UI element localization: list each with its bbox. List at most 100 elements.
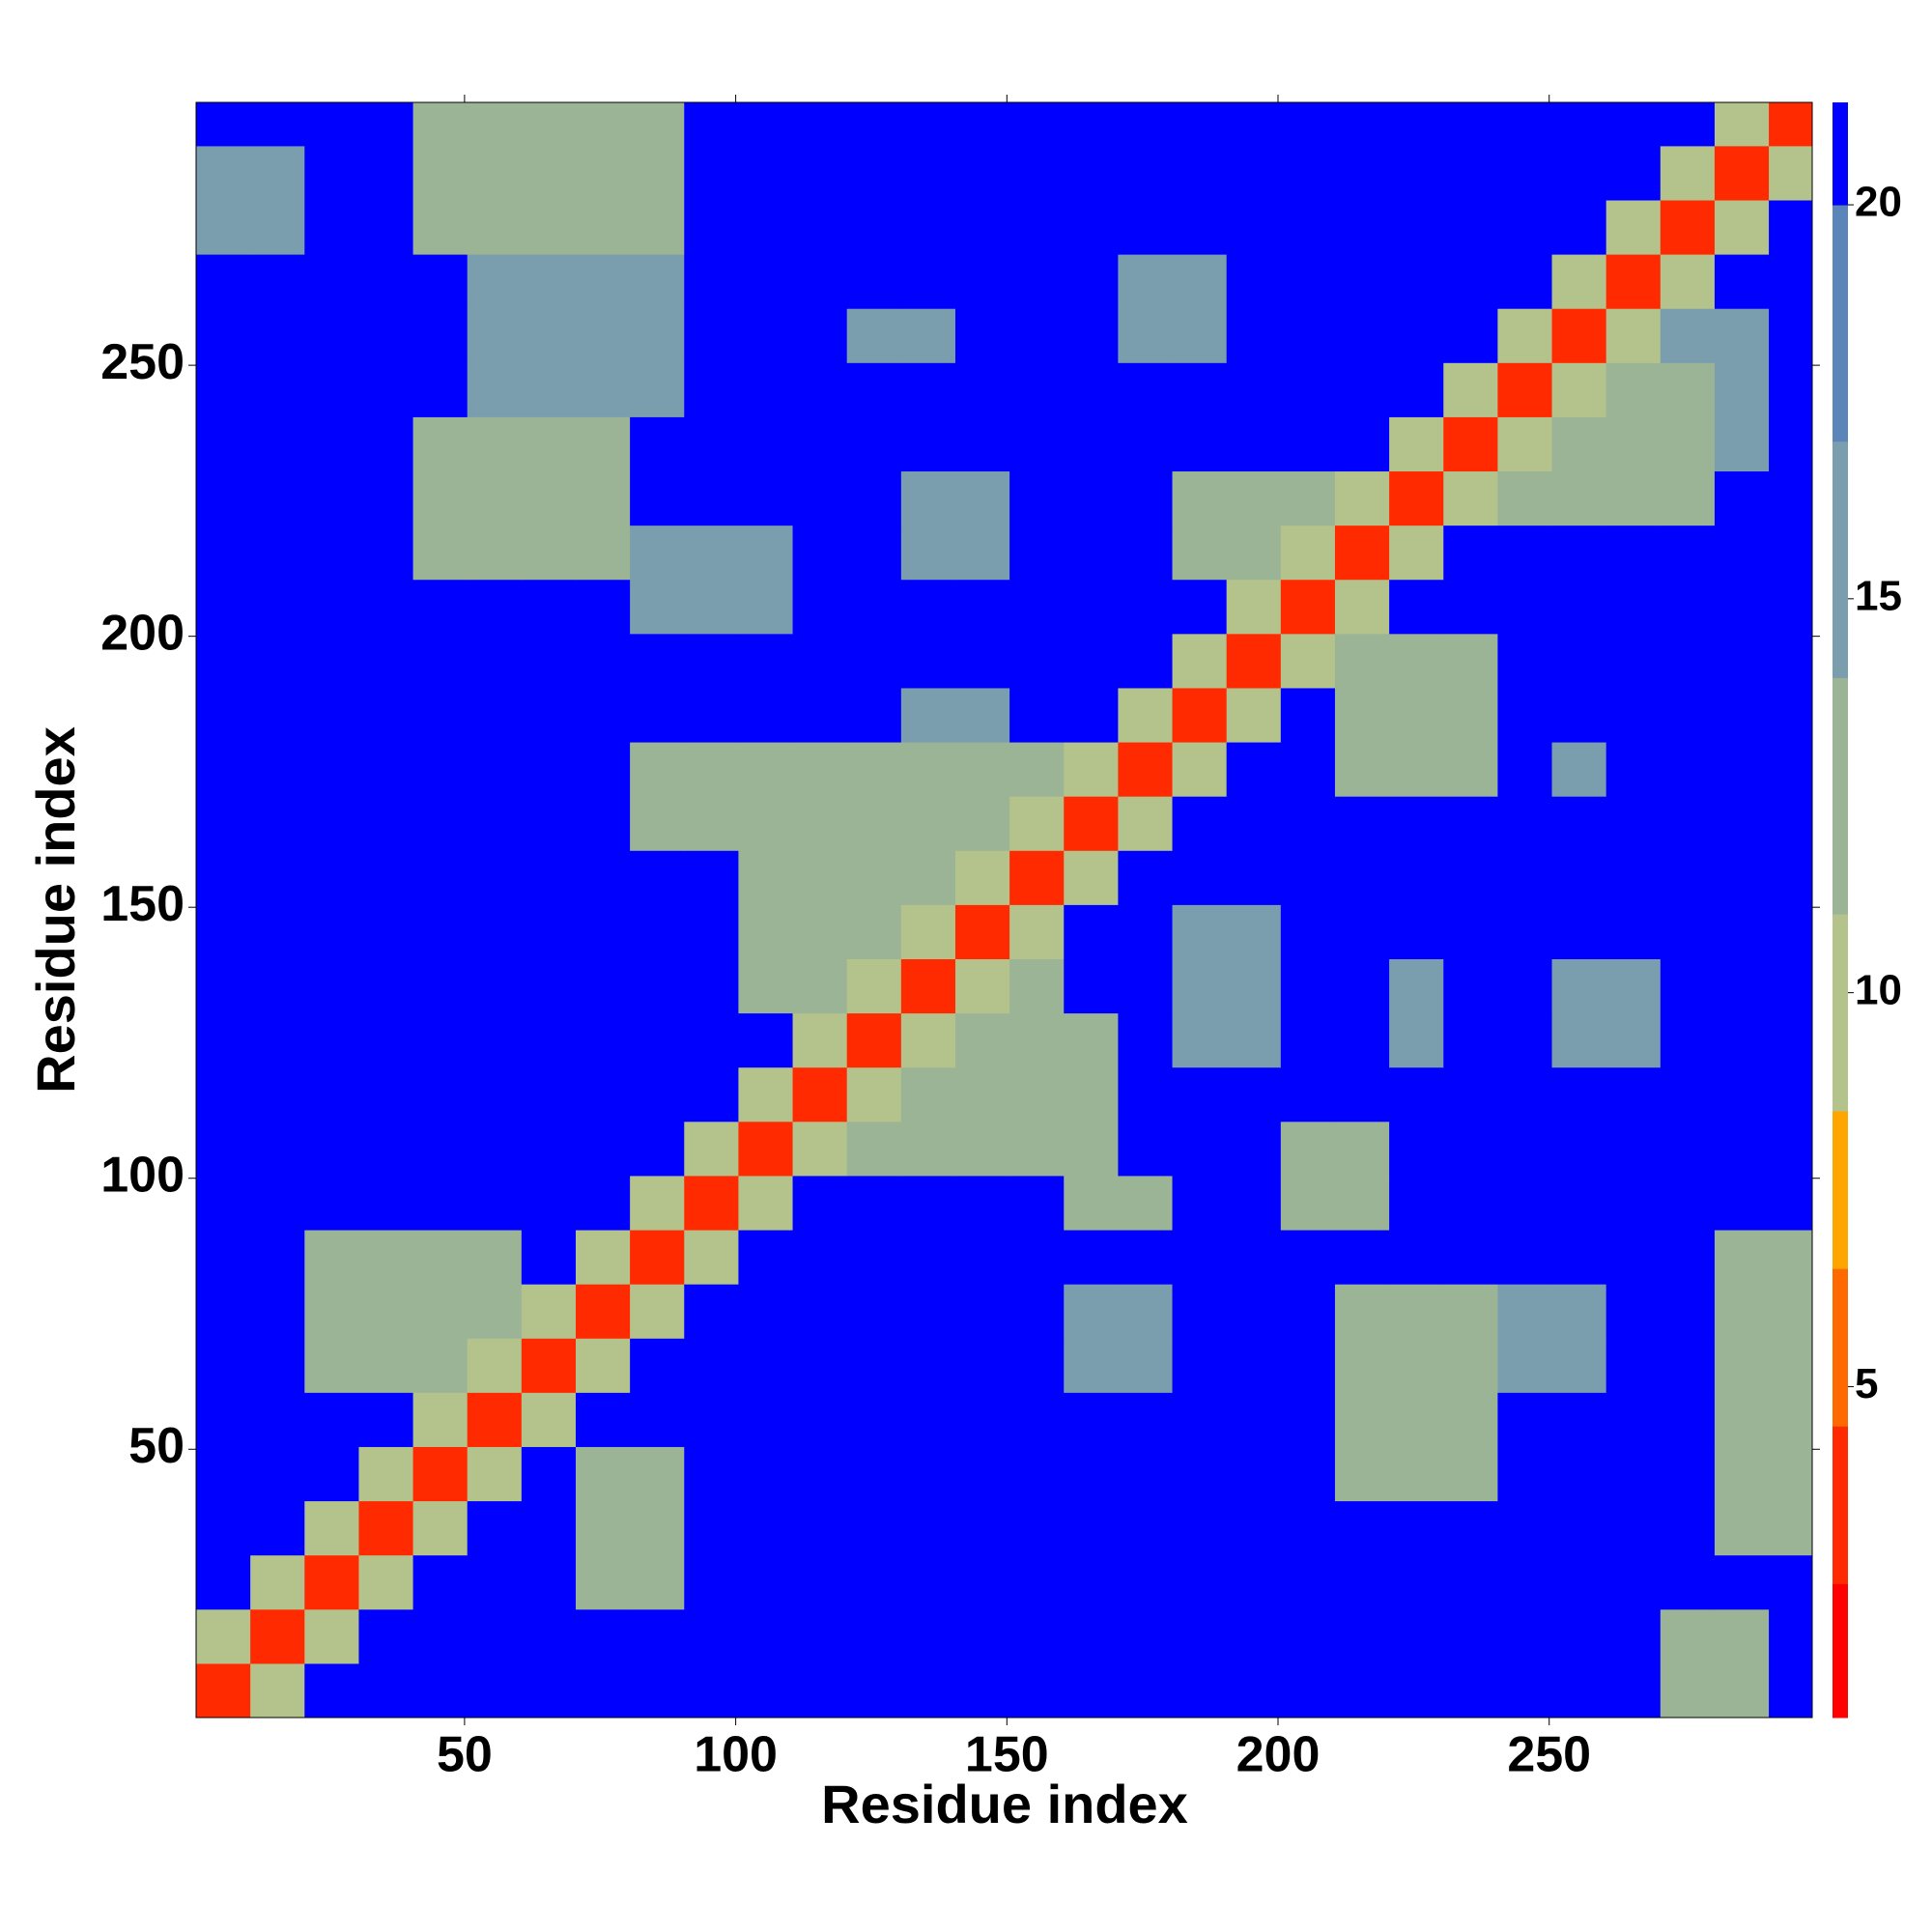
heatmap-cell: [630, 1012, 685, 1068]
heatmap-cell: [1443, 1608, 1498, 1664]
heatmap-cell: [1497, 579, 1553, 635]
heatmap-cell: [250, 633, 305, 689]
heatmap-cell: [1389, 1392, 1444, 1447]
heatmap-cell: [467, 362, 523, 417]
heatmap-cell: [304, 1554, 359, 1610]
heatmap-cell: [1009, 1500, 1065, 1556]
heatmap-cell: [575, 850, 631, 905]
heatmap-cell: [1443, 796, 1498, 851]
heatmap-cell: [575, 308, 631, 363]
x-axis-label: Residue index: [821, 1774, 1188, 1834]
heatmap-cell: [738, 1392, 794, 1447]
colorbar-band: [1833, 1110, 1848, 1269]
heatmap-cell: [900, 1012, 956, 1068]
heatmap-cell: [1226, 416, 1282, 472]
heatmap-cell: [792, 362, 848, 417]
heatmap-cell: [521, 687, 577, 743]
heatmap-cell: [575, 145, 631, 201]
heatmap-cell: [1064, 525, 1119, 581]
heatmap-cell: [1172, 1066, 1228, 1122]
heatmap-cell: [1334, 687, 1390, 743]
heatmap-cell: [792, 850, 848, 905]
heatmap-cell: [467, 1121, 523, 1177]
heatmap-cell: [196, 470, 251, 526]
heatmap-cell: [1551, 1012, 1607, 1068]
heatmap-cell: [1497, 742, 1553, 797]
heatmap-cell: [954, 687, 1010, 743]
heatmap-cell: [250, 102, 305, 147]
heatmap-cell: [846, 633, 902, 689]
heatmap-cell: [738, 1500, 794, 1556]
heatmap-cell: [1226, 145, 1282, 201]
heatmap-cell: [1714, 308, 1770, 363]
heatmap-cell: [1605, 1662, 1662, 1719]
heatmap-cell: [1280, 1230, 1336, 1285]
heatmap-cell: [1443, 308, 1498, 363]
heatmap-cell: [467, 525, 523, 581]
heatmap-cell: [792, 1554, 848, 1610]
heatmap-cell: [1769, 687, 1813, 743]
heatmap-cell: [1443, 1066, 1498, 1122]
heatmap-cell: [1497, 796, 1553, 851]
heatmap-cell: [954, 796, 1010, 851]
heatmap-cell: [196, 1446, 251, 1502]
heatmap-cell: [1497, 904, 1553, 959]
heatmap-cell: [196, 362, 251, 417]
heatmap-cell: [1605, 525, 1662, 581]
heatmap-cell: [304, 1338, 359, 1393]
heatmap-cell: [900, 579, 956, 635]
heatmap-cell: [1334, 254, 1390, 309]
heatmap-cell: [467, 1175, 523, 1231]
heatmap-cell: [304, 416, 359, 472]
heatmap-cell: [1605, 1446, 1662, 1502]
heatmap-cell: [1064, 1012, 1119, 1068]
heatmap-cell: [630, 416, 685, 472]
heatmap-cell: [358, 362, 414, 417]
heatmap-cell: [1769, 579, 1813, 635]
heatmap-cell: [1443, 1662, 1498, 1719]
heatmap-cell: [467, 1554, 523, 1610]
heatmap-cell: [1443, 1284, 1498, 1339]
heatmap-cell: [1497, 1284, 1553, 1339]
heatmap-cell: [1714, 254, 1770, 309]
heatmap-cell: [1769, 1662, 1813, 1719]
heatmap-cell: [1769, 145, 1813, 201]
heatmap-cell: [521, 1338, 577, 1393]
heatmap-cell: [1389, 1338, 1444, 1393]
heatmap-cell: [1551, 1338, 1607, 1393]
heatmap-cell: [1118, 1500, 1174, 1556]
heatmap-cell: [304, 1175, 359, 1231]
heatmap-cell: [1064, 579, 1119, 635]
heatmap-cell: [250, 904, 305, 959]
heatmap-cell: [1118, 1338, 1174, 1393]
heatmap-cell: [1660, 416, 1716, 472]
heatmap-cell: [1226, 742, 1282, 797]
colorbar-band: [1833, 440, 1848, 678]
heatmap-cell: [630, 579, 685, 635]
heatmap-cell: [412, 1338, 469, 1393]
heatmap-cell: [1443, 470, 1498, 526]
heatmap-cell: [1226, 1012, 1282, 1068]
heatmap-cell: [1226, 1284, 1282, 1339]
heatmap-cell: [630, 362, 685, 417]
heatmap-cell: [1064, 1121, 1119, 1177]
heatmap-cell: [521, 525, 577, 581]
heatmap-cell: [467, 850, 523, 905]
y-tick-label: 50: [128, 1418, 185, 1474]
heatmap-cell: [900, 308, 956, 363]
heatmap-cell: [1118, 1012, 1174, 1068]
heatmap-cell: [1118, 470, 1174, 526]
heatmap-cell: [1226, 1446, 1282, 1502]
heatmap-cell: [1714, 1066, 1770, 1122]
heatmap-cell: [738, 416, 794, 472]
heatmap-cell: [1226, 308, 1282, 363]
heatmap-cell: [1118, 796, 1174, 851]
heatmap-cell: [1769, 1392, 1813, 1447]
heatmap-cell: [1280, 525, 1336, 581]
heatmap-cell: [1280, 687, 1336, 743]
heatmap-cell: [738, 850, 794, 905]
heatmap-cell: [1551, 1392, 1607, 1447]
heatmap-cell: [467, 742, 523, 797]
heatmap-cell: [1660, 145, 1716, 201]
heatmap-cell: [954, 1608, 1010, 1664]
